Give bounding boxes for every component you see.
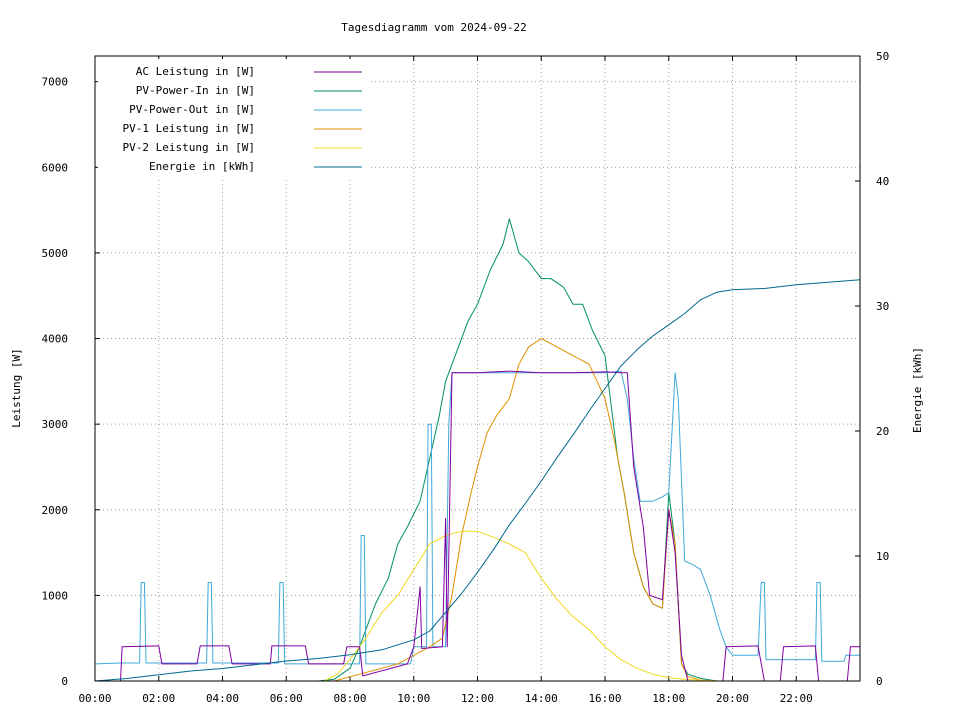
y-axis-label: Leistung [W] [10, 348, 23, 427]
y2-tick-label: 40 [876, 175, 889, 188]
y2-tick-label: 30 [876, 300, 889, 313]
x-tick-label: 04:00 [206, 692, 239, 705]
series-line [95, 370, 860, 682]
x-tick-label: 18:00 [652, 692, 685, 705]
legend: AC Leistung in [W] PV-Power-In in [W] PV-P… [123, 65, 362, 173]
legend-label: PV-Power-Out in [W] [129, 103, 255, 116]
y-tick-label: 6000 [42, 161, 69, 174]
y-tick-label: 1000 [42, 589, 69, 602]
series-line [94, 370, 860, 665]
y2-tick-label: 20 [876, 425, 889, 438]
y-tick-label: 0 [61, 675, 68, 688]
y2-tick-label: 10 [876, 550, 889, 563]
x-tick-label: 22:00 [780, 692, 813, 705]
series-line [95, 530, 860, 682]
y2-axis-label: Energie [kWh] [911, 347, 924, 433]
legend-label: AC Leistung in [W] [136, 65, 255, 78]
legend-label: PV-2 Leistung in [W] [123, 141, 255, 154]
plot-frame [94, 55, 861, 682]
x-tick-label: 00:00 [78, 692, 111, 705]
x-tick-label: 02:00 [142, 692, 175, 705]
x-tick-label: 16:00 [588, 692, 621, 705]
y-tick-label: 3000 [42, 418, 69, 431]
y-tick-label: 5000 [42, 247, 69, 260]
x-tick-label: 10:00 [397, 692, 430, 705]
y2-tick-label: 0 [876, 675, 883, 688]
series-line [94, 279, 861, 682]
legend-label: PV-Power-In in [W] [136, 84, 255, 97]
x-tick-label: 12:00 [461, 692, 494, 705]
chart-title: Tagesdiagramm vom 2024-09-22 [341, 21, 526, 34]
legend-background [98, 59, 368, 179]
y-tick-label: 2000 [42, 504, 69, 517]
legend-label: PV-1 Leistung in [W] [123, 122, 255, 135]
x-tick-label: 14:00 [525, 692, 558, 705]
y-tick-label: 7000 [42, 76, 69, 89]
ticks: 00:00 02:00 04:00 06:00 08:00 10:00 12:00 14:00… [42, 50, 890, 705]
x-tick-label: 20:00 [716, 692, 749, 705]
x-tick-label: 06:00 [270, 692, 303, 705]
series-line [95, 338, 860, 682]
y-tick-label: 4000 [42, 333, 69, 346]
y2-tick-label: 50 [876, 50, 889, 63]
legend-label: Energie in [kWh] [149, 160, 255, 173]
x-tick-label: 08:00 [333, 692, 366, 705]
series-layer [94, 218, 861, 682]
